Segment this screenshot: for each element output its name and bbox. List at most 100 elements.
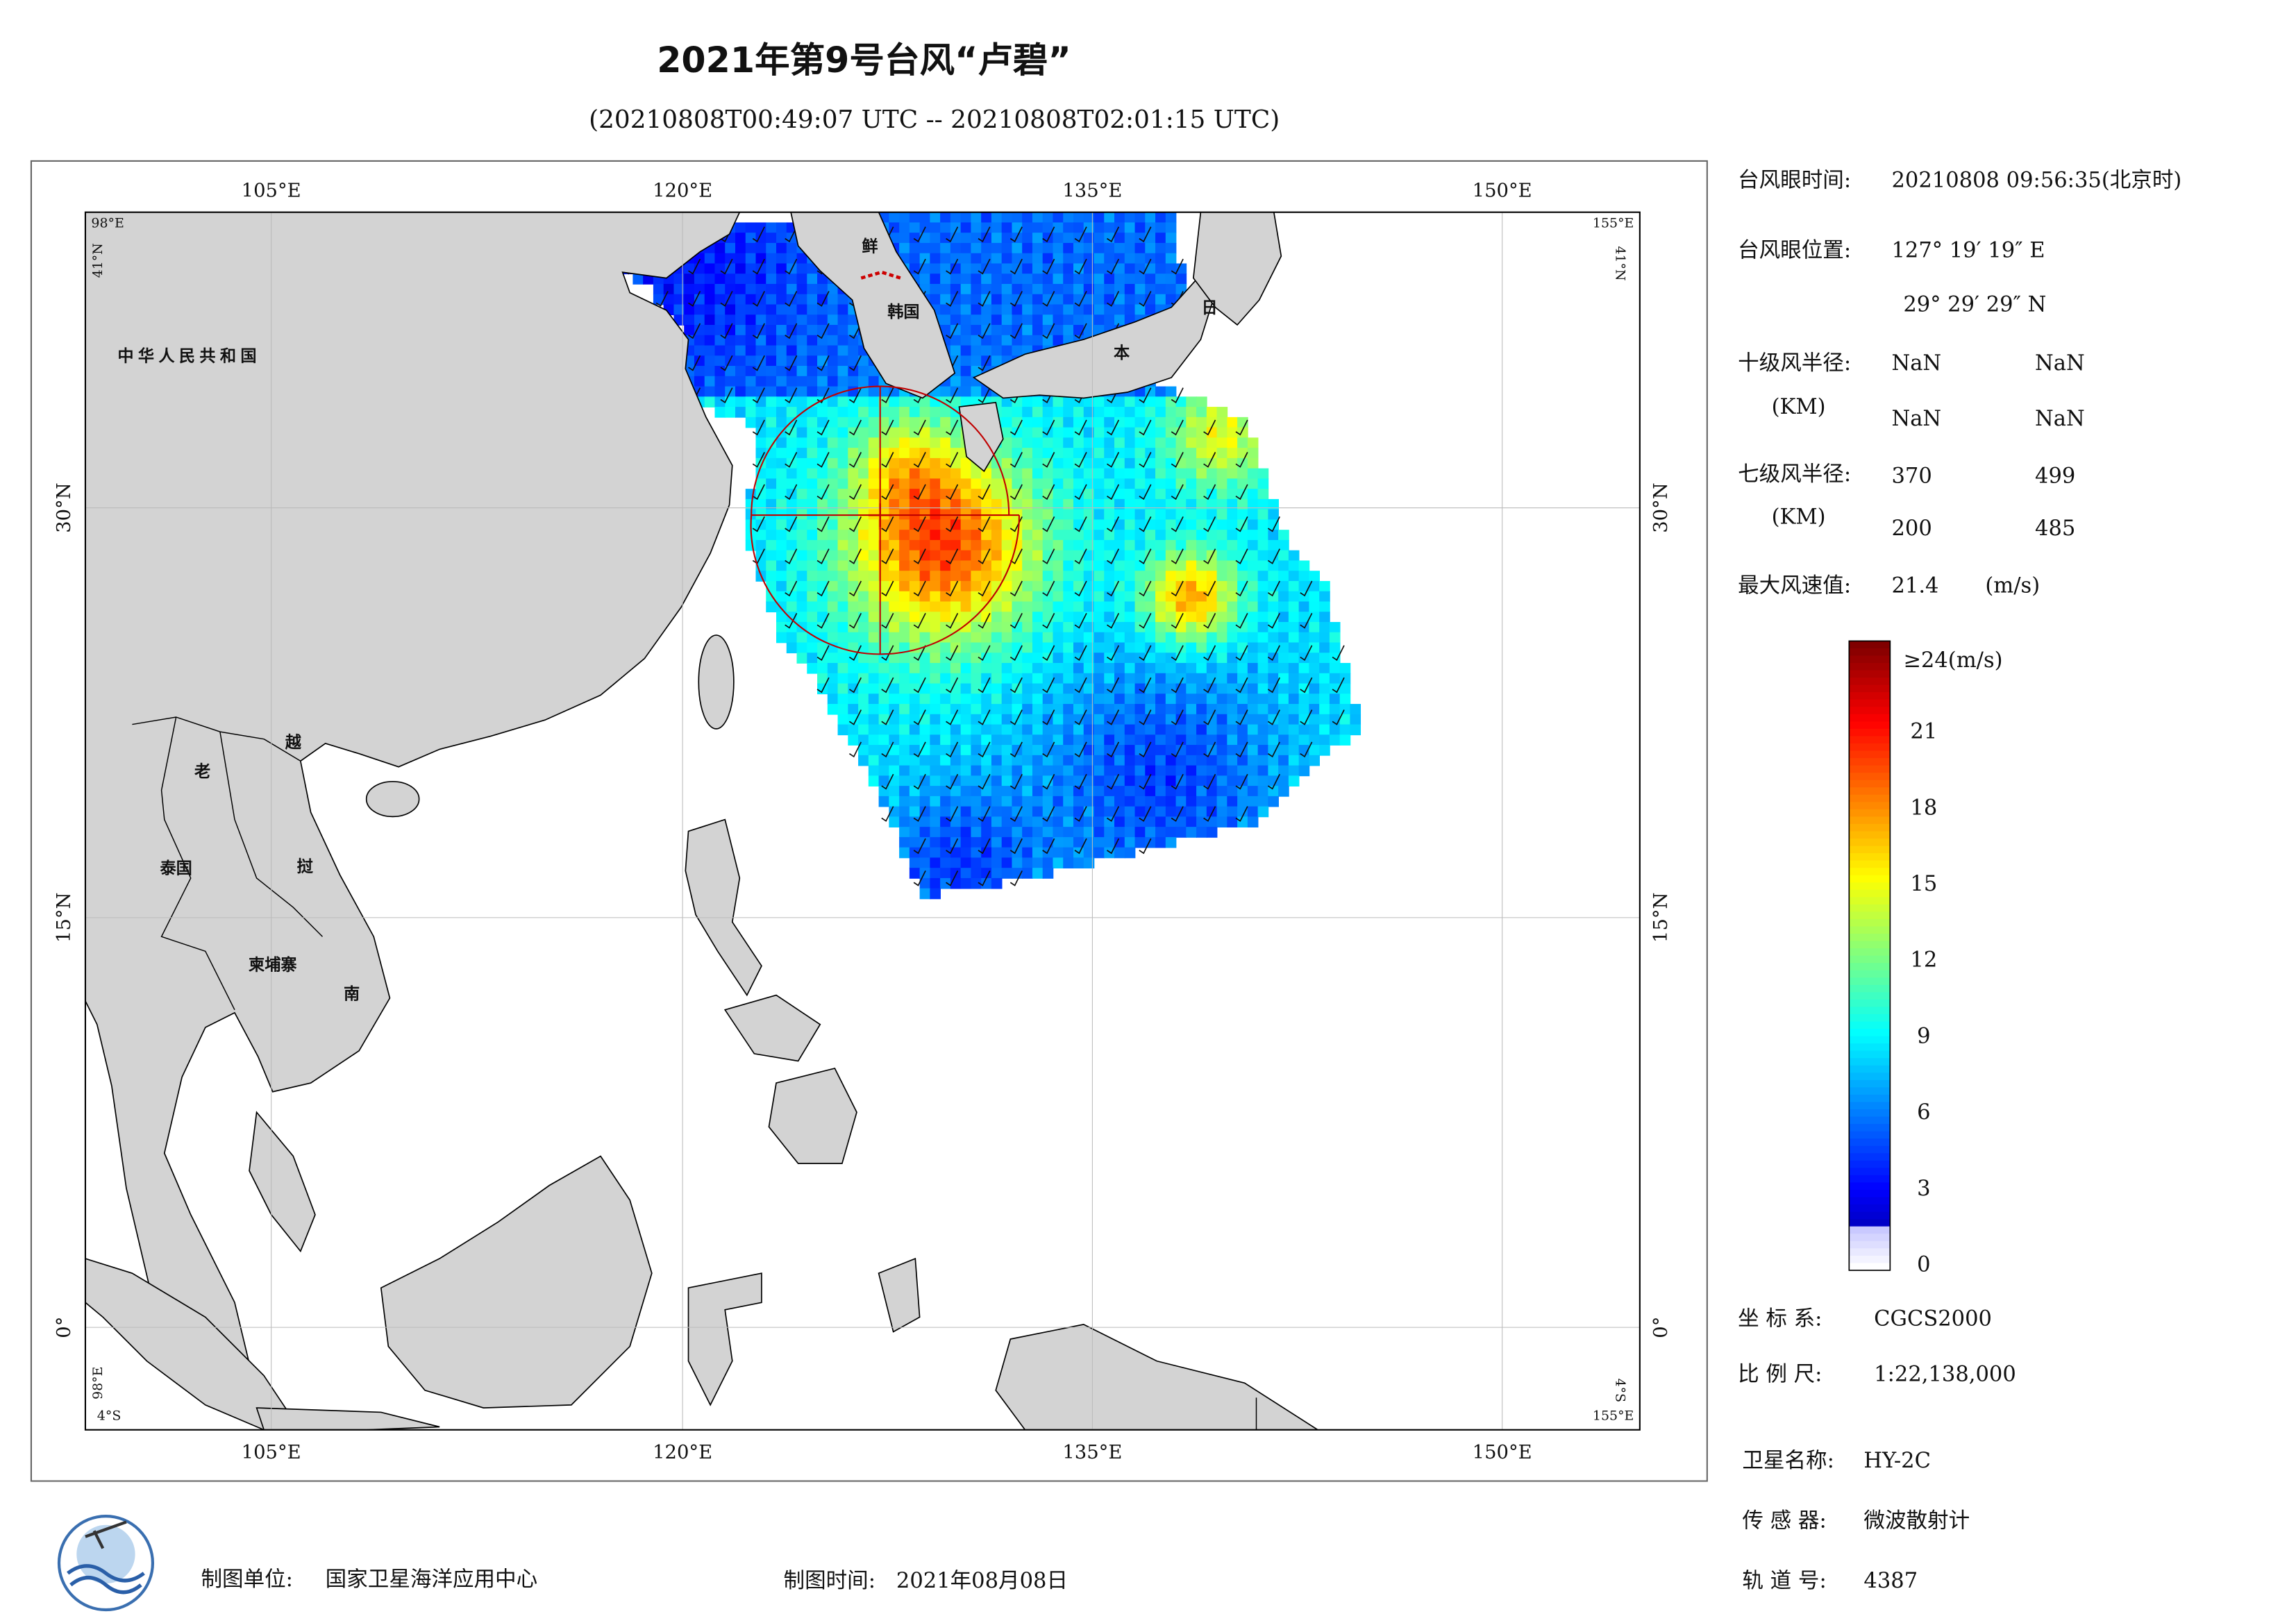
wind-cell: [1053, 212, 1064, 224]
wind-barb: [1009, 741, 1023, 758]
wind-barb: [1139, 773, 1152, 790]
wind-cell: [1145, 571, 1156, 582]
wind-cell: [1196, 407, 1207, 418]
wind-cell: [981, 642, 992, 654]
wind-cell: [714, 274, 726, 285]
wind-cell: [899, 396, 910, 407]
wind-cell: [1155, 683, 1166, 695]
wind-cell: [868, 704, 880, 715]
wind-cell: [1001, 519, 1013, 531]
wind-cell: [807, 335, 818, 346]
colorbar-step: [1849, 758, 1891, 766]
wind-cell: [889, 591, 900, 603]
wind-cell: [1012, 571, 1023, 582]
wind-cell: [1155, 263, 1166, 275]
wind-cell: [930, 714, 941, 725]
wind-cell: [1319, 612, 1330, 623]
wind-cell: [837, 612, 849, 623]
wind-barb: [1267, 516, 1280, 532]
wind-cell: [1206, 704, 1218, 715]
wind-cell: [1268, 796, 1279, 807]
wind-cell: [1083, 755, 1095, 766]
wind-cell: [1216, 539, 1228, 551]
wind-cell: [1257, 734, 1269, 746]
wind-cell: [1063, 642, 1074, 654]
wind-cell: [1257, 653, 1269, 664]
wind-cell: [960, 468, 972, 480]
wind-cell: [909, 448, 921, 459]
wind-cell: [878, 571, 890, 582]
wind-cell: [1001, 253, 1013, 264]
wind-cell: [981, 335, 992, 346]
wind-cell: [1022, 314, 1033, 326]
wind-cell: [940, 653, 951, 664]
wind-cell: [796, 355, 808, 367]
wind-cell: [1196, 724, 1207, 736]
wind-barb: [946, 806, 959, 822]
wind-barb: [752, 355, 765, 371]
wind-cell: [1155, 704, 1166, 715]
colorbar-step: [1849, 1160, 1891, 1169]
meta-label: 卫星名称:: [1742, 1449, 1834, 1473]
wind-cell: [930, 632, 941, 644]
wind-barb: [1235, 773, 1248, 790]
wind-cell: [1319, 714, 1330, 725]
wind-cell: [745, 253, 757, 264]
wind-cell: [919, 591, 931, 603]
wind-cell: [930, 663, 941, 674]
wind-cell: [786, 632, 798, 644]
wind-cell: [1042, 571, 1054, 582]
wind-cell: [1012, 580, 1023, 592]
wind-cell: [899, 539, 910, 551]
wind-cell: [766, 294, 777, 305]
wind-cell: [971, 683, 982, 695]
wind-cell: [971, 325, 982, 336]
wind-cell: [1053, 222, 1064, 234]
wind-cell: [725, 396, 736, 407]
wind-cell: [940, 693, 951, 705]
wind-cell: [1186, 509, 1197, 521]
wind-cell: [1288, 642, 1300, 654]
wind-cell: [1186, 765, 1197, 777]
wind-cell: [1124, 714, 1136, 725]
wind-cell: [1001, 704, 1013, 715]
wind-cell: [776, 478, 787, 489]
wind-cell: [889, 519, 900, 531]
wind-cell: [1145, 765, 1156, 777]
lon-label: 150°E: [1473, 1442, 1532, 1463]
info-value: 127° 19′ 19″ E: [1891, 239, 2045, 263]
wind-cell: [1165, 704, 1177, 715]
wind-cell: [1257, 683, 1269, 695]
wind-cell: [1124, 468, 1136, 480]
wind-cell: [776, 366, 787, 377]
wind-cell: [1278, 580, 1289, 592]
wind-cell: [827, 632, 839, 644]
wind-cell: [960, 263, 972, 275]
wind-cell: [1155, 498, 1166, 510]
wind-cell: [1104, 673, 1115, 684]
wind-cell: [766, 580, 777, 592]
wind-cell: [1093, 489, 1105, 500]
wind-cell: [1165, 724, 1177, 736]
wind-cell: [1053, 734, 1064, 746]
wind-cell: [694, 355, 705, 367]
wind-cell: [1298, 642, 1310, 654]
colorbar-step: [1849, 699, 1891, 708]
wind-cell: [1155, 448, 1166, 459]
wind-cell: [725, 376, 736, 387]
wind-cell: [950, 734, 962, 746]
wind-cell: [745, 283, 757, 295]
wind-barb: [1107, 580, 1120, 597]
wind-cell: [776, 376, 787, 387]
wind-cell: [1134, 242, 1146, 254]
wind-barb: [1235, 645, 1248, 662]
wind-cell: [1114, 550, 1125, 562]
wind-cell: [1247, 745, 1259, 756]
wind-cell: [1309, 663, 1321, 674]
wind-cell: [909, 642, 921, 654]
wind-cell: [919, 765, 931, 777]
wind-cell: [1001, 417, 1013, 428]
wind-cell: [1124, 407, 1136, 418]
wind-cell: [684, 283, 695, 295]
wind-cell: [991, 550, 1003, 562]
